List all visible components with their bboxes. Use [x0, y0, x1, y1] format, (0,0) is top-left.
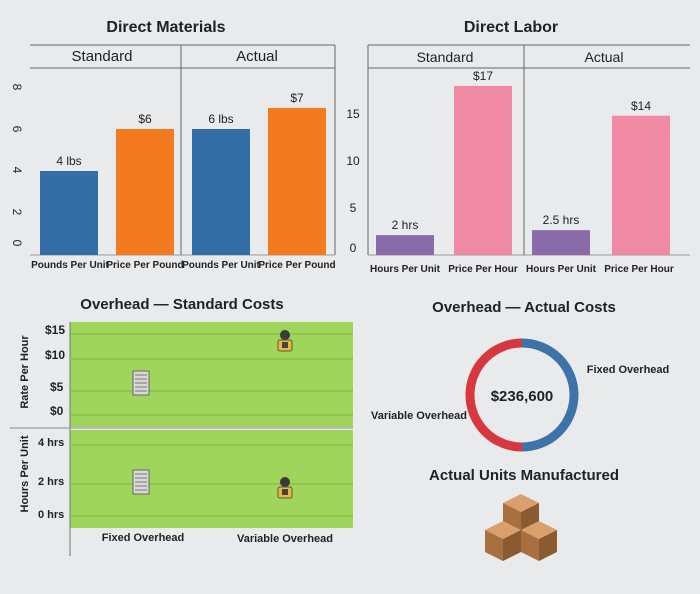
bar-value-label: $14 [631, 99, 651, 113]
overhead-total: $236,600 [491, 388, 554, 405]
dl-bars: 2 hrs $17 2.5 hrs $14 [376, 69, 670, 256]
bar-1 [376, 235, 434, 255]
boxes-icon [485, 494, 557, 561]
overhead-standard-title: Overhead — Standard Costs [80, 296, 283, 313]
units-panel: Actual Units Manufactured [429, 467, 619, 561]
bar-value-label: $7 [290, 91, 304, 105]
dl-tick-15: 15 [346, 107, 360, 121]
fixed-overhead-label: Fixed Overhead [587, 364, 670, 376]
donut-slice-variable-overhead [465, 338, 523, 452]
dl-tick-5: 5 [350, 201, 357, 215]
dm-tick-0: 0 [10, 240, 24, 247]
hours-panel [70, 430, 353, 528]
dl-category-label: Price Per Hour [448, 264, 518, 275]
overhead-category-label: Fixed Overhead [102, 532, 185, 544]
dl-standard-label: Standard [417, 49, 474, 65]
dm-tick-2: 2 [10, 209, 24, 216]
dm-tick-6: 6 [10, 126, 24, 133]
rate-panel [70, 322, 353, 427]
dm-category-label: Price Per Pound [258, 260, 335, 271]
overhead-actual-chart: Overhead — Actual Costs $236,600 Fixed O… [371, 299, 670, 452]
rate-tick: $0 [50, 404, 64, 418]
bar-2 [116, 129, 174, 255]
overhead-actual-title: Overhead — Actual Costs [432, 299, 616, 316]
dm-tick-4: 4 [10, 167, 24, 174]
dm-bars: 4 lbs $6 6 lbs $7 [40, 91, 326, 255]
dl-category-label: Hours Per Unit [370, 264, 441, 275]
dl-category-labels: Hours Per Unit Price Per Hour Hours Per … [370, 264, 674, 275]
overhead-category-label: Variable Overhead [237, 533, 333, 545]
bar-value-label: $17 [473, 69, 493, 83]
hours-axis-label: Hours Per Unit [19, 435, 31, 512]
overhead-donut [465, 338, 579, 452]
dl-actual-label: Actual [585, 49, 624, 65]
dm-category-label: Pounds Per Unit [182, 260, 260, 271]
factory-icon [132, 370, 150, 396]
variable-overhead-label: Variable Overhead [371, 410, 467, 422]
bar-4 [612, 115, 670, 256]
bar-value-label: $6 [138, 112, 152, 126]
rate-tick: $10 [45, 348, 65, 362]
bar-3 [192, 129, 250, 255]
donut-slice-fixed-overhead [521, 338, 579, 452]
dm-category-label: Price Per Pound [106, 260, 183, 271]
bar-value-label: 6 lbs [208, 112, 233, 126]
dm-standard-label: Standard [72, 48, 133, 65]
worker-icon [277, 330, 293, 352]
dm-actual-label: Actual [236, 48, 278, 65]
bar-value-label: 2.5 hrs [543, 213, 580, 227]
factory-icon [132, 469, 150, 495]
rate-tick: $15 [45, 323, 65, 337]
dm-tick-8: 8 [10, 84, 24, 91]
dl-category-label: Hours Per Unit [526, 264, 597, 275]
rate-tick: $5 [50, 380, 64, 394]
rate-axis-label: Rate Per Hour [19, 335, 31, 409]
bar-value-label: 4 lbs [56, 154, 81, 168]
worker-icon [277, 477, 293, 499]
bar-4 [268, 108, 326, 255]
direct-materials-chart: Direct Materials Standard Actual 8 6 4 2… [10, 19, 336, 271]
overhead-standard-chart: Overhead — Standard Costs Rate Per Hour … [10, 296, 353, 556]
units-title: Actual Units Manufactured [429, 467, 619, 484]
bar-1 [40, 171, 98, 255]
dm-category-label: Pounds Per Unit [31, 260, 109, 271]
direct-materials-title: Direct Materials [106, 19, 225, 36]
direct-labor-chart: Direct Labor Standard Actual 15 10 5 0 2… [346, 19, 690, 275]
bar-2 [454, 85, 512, 255]
hours-tick: 4 hrs [38, 437, 64, 449]
dl-tick-10: 10 [346, 154, 360, 168]
bar-3 [532, 230, 590, 255]
direct-labor-title: Direct Labor [464, 19, 558, 36]
dl-category-label: Price Per Hour [604, 264, 674, 275]
hours-tick: 2 hrs [38, 476, 64, 488]
dm-category-labels: Pounds Per Unit Price Per Pound Pounds P… [31, 260, 336, 271]
bar-value-label: 2 hrs [392, 218, 419, 232]
dl-tick-0: 0 [350, 241, 357, 255]
hours-tick: 0 hrs [38, 509, 64, 521]
